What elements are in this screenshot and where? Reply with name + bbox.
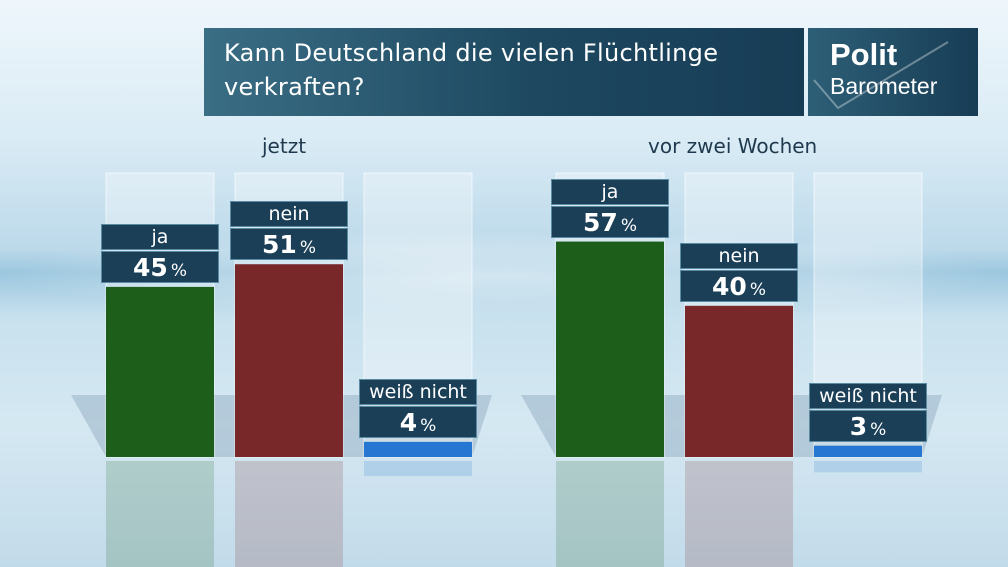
bar-nein-vor-zwei-wochen xyxy=(685,305,793,457)
value-unit: % xyxy=(620,215,637,236)
logo-line2: Barometer xyxy=(830,73,938,99)
label-name-weiss-nicht-jetzt: weiß nicht xyxy=(359,378,477,405)
value-number: 40 xyxy=(712,271,747,301)
bar-weiss-nicht-vor-zwei-wochen xyxy=(814,445,922,457)
bar-reflection xyxy=(814,461,922,473)
label-name-nein-vor-zwei-wochen: nein xyxy=(680,242,798,269)
value-unit: % xyxy=(420,415,437,436)
value-unit: % xyxy=(170,260,187,281)
bar-ja-jetzt xyxy=(106,286,214,457)
value-number: 3 xyxy=(849,411,868,441)
value-number: 51 xyxy=(262,230,297,260)
value-number: 4 xyxy=(399,407,418,437)
bar-reflection xyxy=(364,461,472,477)
label-name-nein-jetzt: nein xyxy=(230,201,348,228)
bar-reflection xyxy=(235,461,343,567)
label-name-ja-jetzt: ja xyxy=(101,223,219,250)
bar-weiss-nicht-jetzt xyxy=(364,441,472,457)
value-number: 57 xyxy=(583,207,618,237)
group-label-vor-zwei-wochen: vor zwei Wochen xyxy=(648,134,818,158)
label-value-nein-vor-zwei-wochen: 40% xyxy=(680,269,798,302)
group-label-jetzt: jetzt xyxy=(262,134,307,158)
bar-reflection xyxy=(556,461,664,567)
label-value-ja-jetzt: 45% xyxy=(101,250,219,283)
bar-ja-vor-zwei-wochen xyxy=(556,241,664,457)
checkmark-icon xyxy=(813,41,949,110)
chart-title: Kann Deutschland die vielen Flüchtlinge … xyxy=(204,28,804,116)
value-unit: % xyxy=(749,279,766,300)
bar-nein-jetzt xyxy=(235,264,343,457)
label-value-weiss-nicht-jetzt: 4% xyxy=(359,405,477,438)
label-value-ja-vor-zwei-wochen: 57% xyxy=(551,205,669,238)
value-unit: % xyxy=(299,238,316,259)
value-unit: % xyxy=(870,419,887,440)
label-name-ja-vor-zwei-wochen: ja xyxy=(551,178,669,205)
logo-line1: Polit xyxy=(830,37,898,72)
value-number: 45 xyxy=(133,252,168,282)
bar-reflection xyxy=(685,461,793,567)
label-name-weiss-nicht-vor-zwei-wochen: weiß nicht xyxy=(809,382,927,409)
politbarometer-logo: Polit Barometer xyxy=(808,28,978,116)
label-value-nein-jetzt: 51% xyxy=(230,228,348,261)
label-value-weiss-nicht-vor-zwei-wochen: 3% xyxy=(809,409,927,442)
bar-reflection xyxy=(106,461,214,567)
